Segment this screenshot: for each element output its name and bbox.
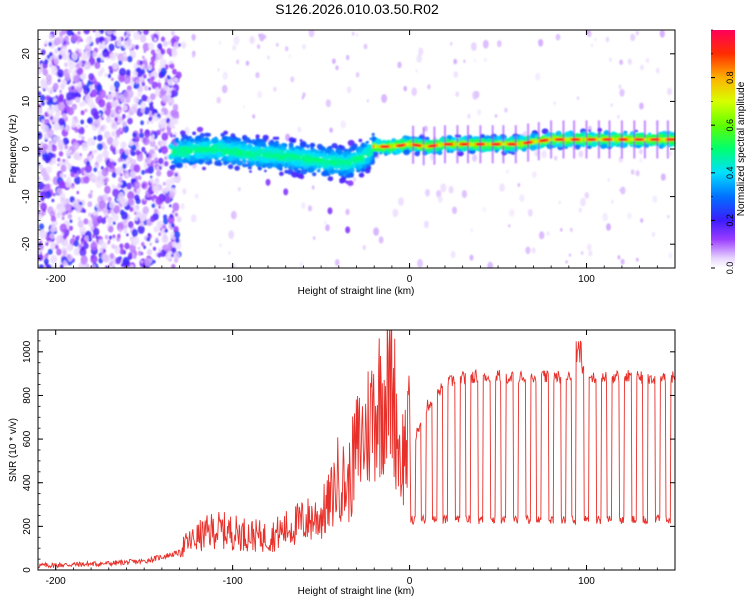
- snr-y-tick-label: 1000: [22, 340, 33, 363]
- spectrogram-heatmap: [38, 30, 675, 268]
- spectrogram-y-label: Frequency (Hz): [8, 115, 19, 184]
- colorbar-tick-label: 0.8: [725, 71, 735, 84]
- snr-y-tick-label: 200: [22, 518, 33, 535]
- spec-x-tick-label: 0: [407, 274, 413, 285]
- spec-y-tick-label: 0: [21, 146, 32, 152]
- colorbar-tick-label: 0.2: [725, 214, 735, 227]
- spectrogram-x-label: Height of straight line (km): [298, 286, 415, 297]
- snr-frame: [37, 329, 676, 571]
- snr-x-tick-label: 100: [578, 576, 595, 587]
- spec-y-tick-label: 10: [21, 95, 32, 107]
- snr-y-tick-label: 0: [22, 567, 33, 573]
- colorbar-tick-label: 0.6: [725, 119, 735, 132]
- snr-x-tick-label: -100: [223, 576, 243, 587]
- spec-x-tick-label: -100: [223, 274, 243, 285]
- spec-y-tick-label: -20: [21, 237, 32, 252]
- snr-x-tick-label: -200: [46, 576, 66, 587]
- colorbar-tick-label: 0.0: [725, 262, 735, 275]
- snr-series-line: [38, 330, 675, 569]
- spec-y-tick-label: -10: [21, 189, 32, 204]
- colorbar-label: Normalized spectral amplitude: [736, 81, 747, 216]
- colorbar-tick-label: 0.4: [725, 167, 735, 180]
- spec-x-tick-label: 100: [578, 274, 595, 285]
- snr-x-tick-label: 0: [407, 576, 413, 587]
- colorbar: 0.0 0.2 0.4 0.6 0.8 Normalized spectral ampl…: [711, 29, 747, 275]
- snr-y-tick-label: 400: [22, 474, 33, 491]
- snr-x-label: Height of straight line (km): [298, 586, 415, 597]
- spec-y-tick-label: 20: [21, 48, 32, 60]
- colorbar-gradient: [711, 30, 735, 268]
- spec-x-tick-label: -200: [46, 274, 66, 285]
- figure-title: S126.2026.010.03.50.R02: [275, 1, 439, 17]
- snr-y-tick-label: 600: [22, 430, 33, 447]
- snr-y-label: SNR (10 * v/v): [8, 418, 19, 482]
- snr-y-tick-label: 800: [22, 387, 33, 404]
